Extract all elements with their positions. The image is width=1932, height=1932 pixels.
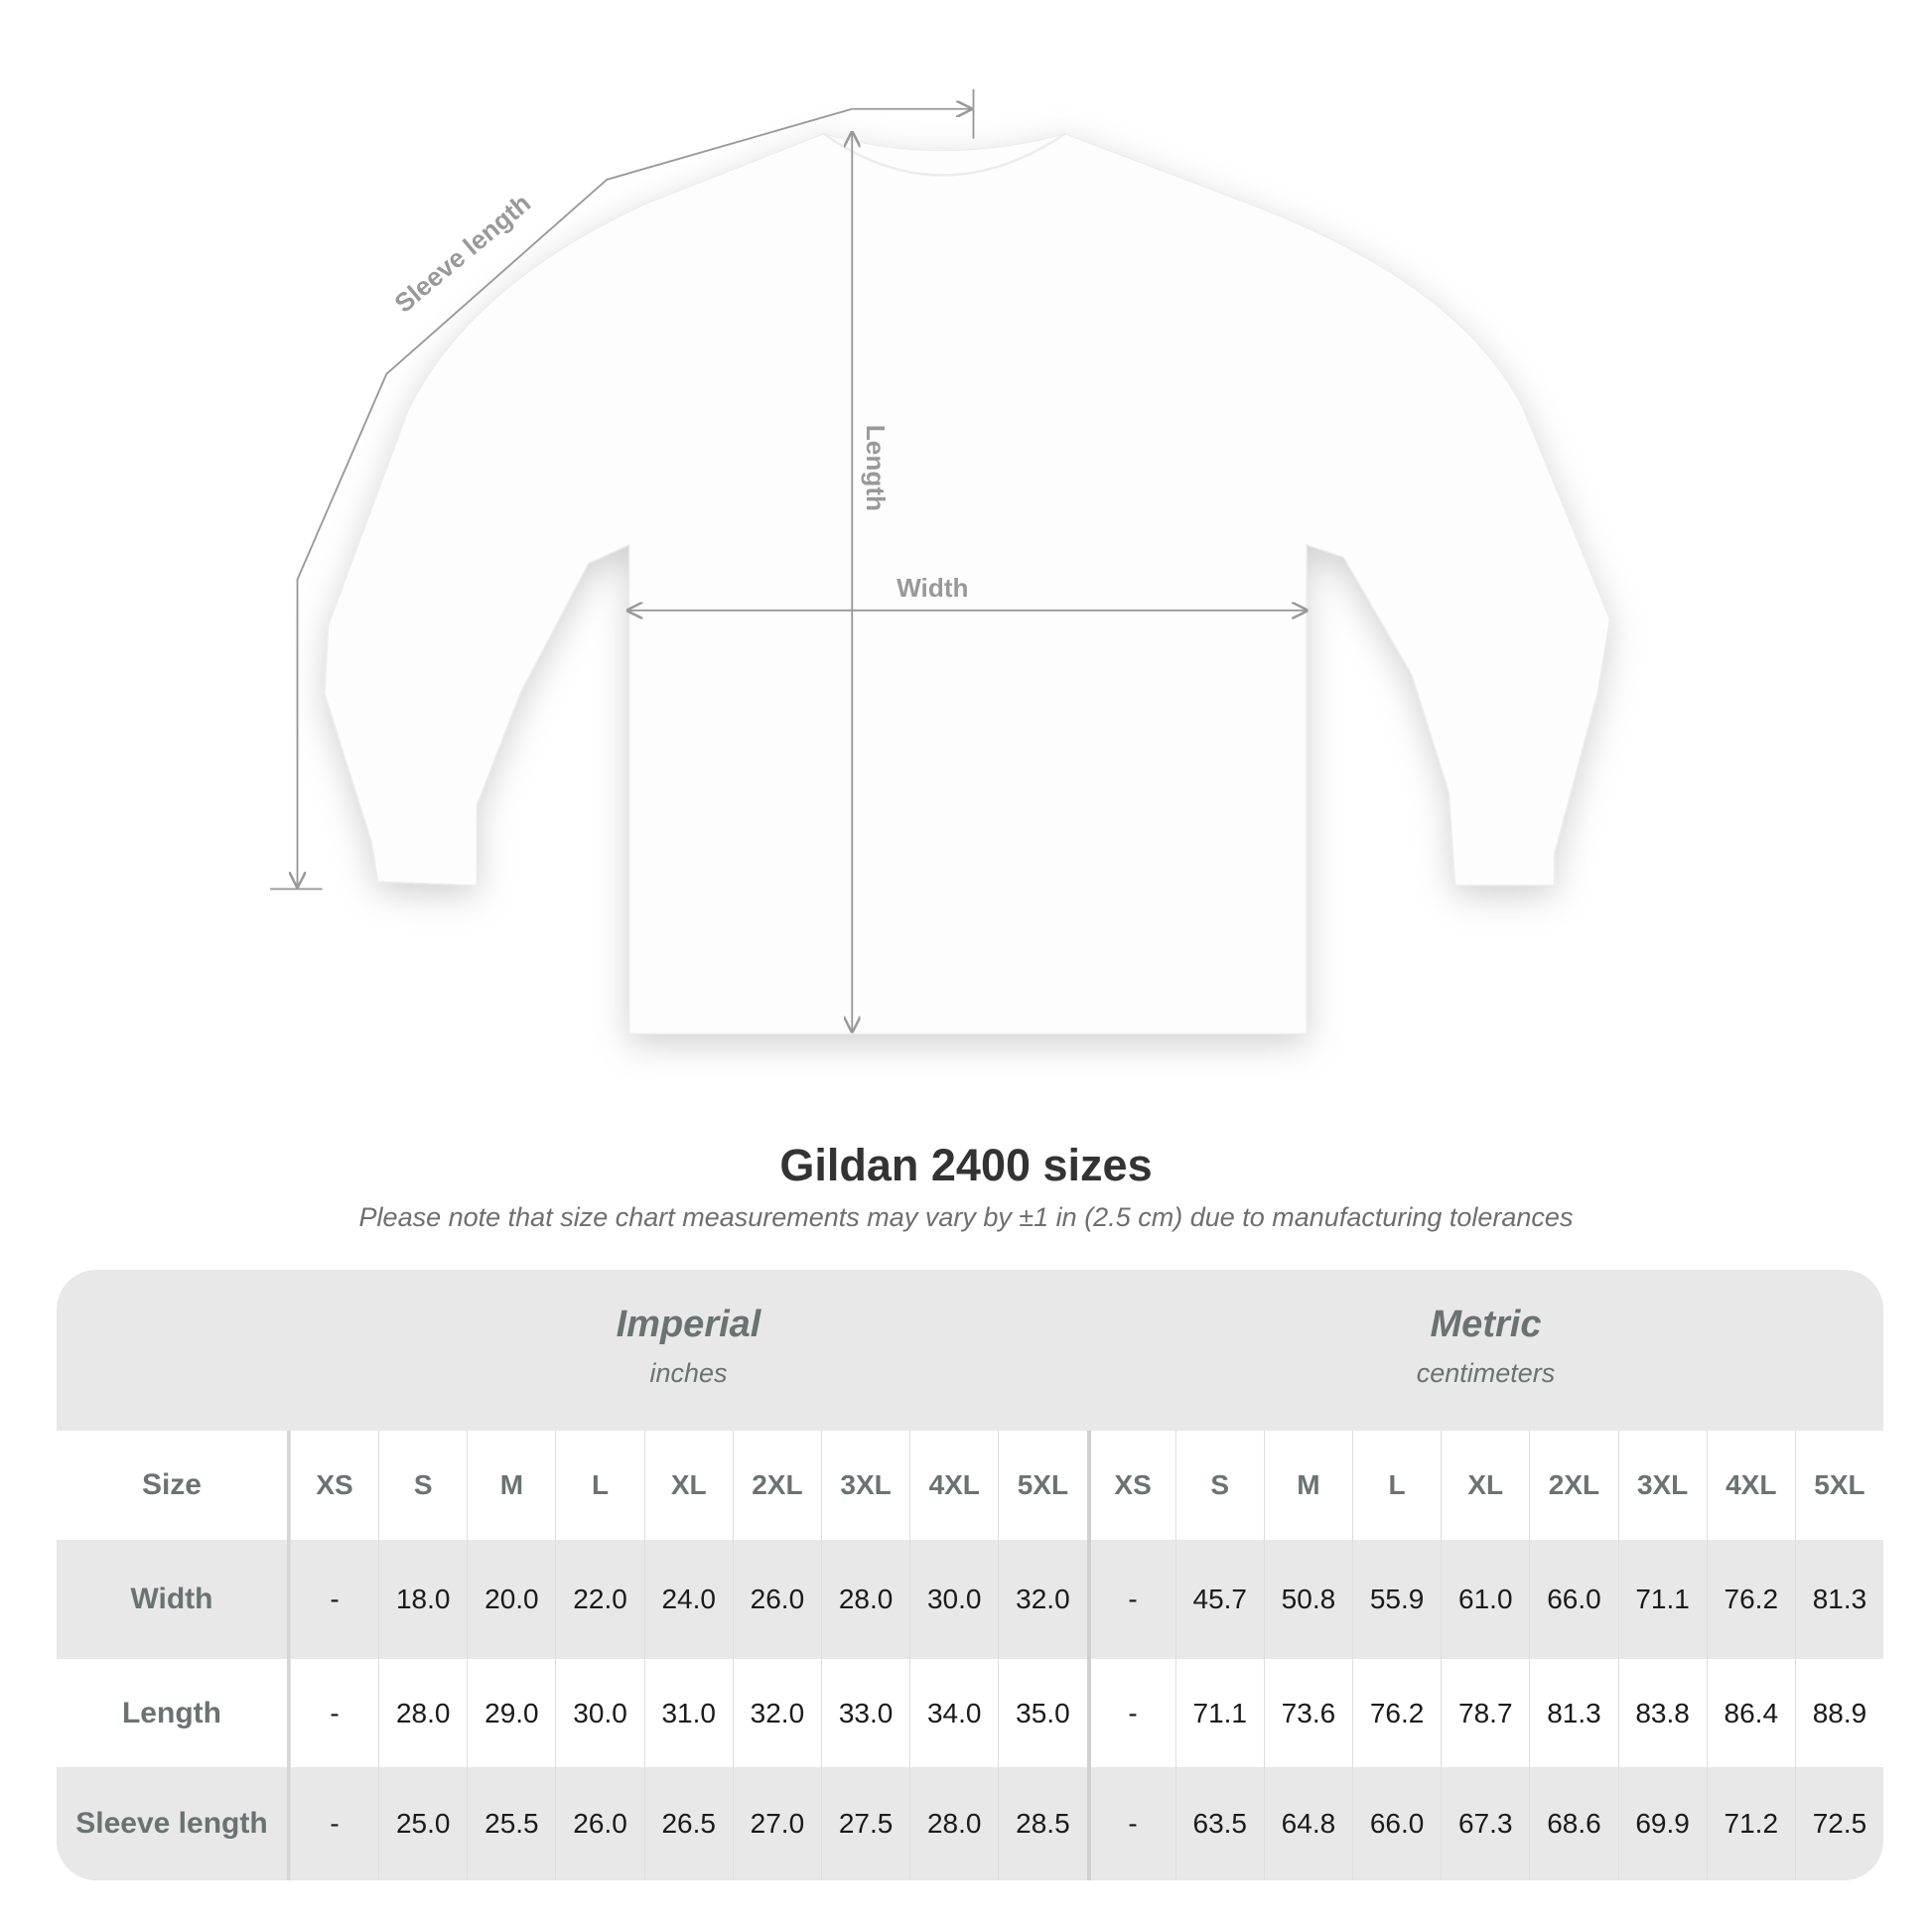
imperial-value-cell: 24.0 xyxy=(643,1540,733,1659)
tolerance-note: Please note that size chart measurements… xyxy=(358,1202,1574,1232)
metric-value-cell: 73.6 xyxy=(1263,1659,1352,1767)
sleeve-length-line xyxy=(298,107,853,887)
metric-value-cell: 45.7 xyxy=(1174,1540,1264,1659)
imperial-unit: inches xyxy=(649,1358,728,1388)
metric-value-cell: 55.9 xyxy=(1352,1540,1441,1659)
width-label: Width xyxy=(897,573,968,603)
imperial-value-cell: 25.5 xyxy=(467,1767,555,1880)
imperial-size-header: 3XL xyxy=(820,1431,909,1540)
row-label: Sleeve length xyxy=(57,1767,290,1880)
metric-value-cell: 76.2 xyxy=(1352,1659,1441,1767)
metric-value-cell: 66.0 xyxy=(1352,1767,1441,1880)
metric-value-cell: 71.1 xyxy=(1174,1659,1264,1767)
imperial-size-header: 5XL xyxy=(998,1431,1086,1540)
imperial-value-cell: 32.0 xyxy=(732,1659,821,1767)
imperial-value-cell: - xyxy=(289,1767,378,1880)
imperial-value-cell: 25.0 xyxy=(378,1767,467,1880)
imperial-value-cell: - xyxy=(289,1540,378,1659)
metric-value-cell: 64.8 xyxy=(1263,1767,1352,1880)
imperial-value-cell: 26.0 xyxy=(732,1540,821,1659)
table-row: Length -28.0 29.0 30.0 31.0 32.0 33.0 34.0 35.0-… xyxy=(57,1659,1883,1767)
imperial-value-cell: 35.0 xyxy=(998,1659,1086,1767)
imperial-size-header: XL xyxy=(643,1431,733,1540)
imperial-value-cell: 28.5 xyxy=(998,1767,1086,1880)
metric-size-header: M xyxy=(1263,1431,1352,1540)
metric-value-cell: 78.7 xyxy=(1441,1659,1529,1767)
metric-value-cell: - xyxy=(1086,1767,1175,1880)
metric-value-cell: 88.9 xyxy=(1794,1659,1883,1767)
metric-value-cell: 61.0 xyxy=(1441,1540,1529,1659)
imperial-value-cell: 31.0 xyxy=(643,1659,733,1767)
metric-value-cell: 66.0 xyxy=(1529,1540,1617,1659)
imperial-size-header: XS xyxy=(289,1431,378,1540)
imperial-header: Imperial inches xyxy=(290,1270,1087,1431)
metric-value-cell: 71.2 xyxy=(1706,1767,1795,1880)
metric-value-cell: - xyxy=(1086,1540,1175,1659)
metric-size-header: XS xyxy=(1086,1431,1175,1540)
imperial-value-cell: 28.0 xyxy=(909,1767,998,1880)
imperial-value-cell: 28.0 xyxy=(378,1659,467,1767)
imperial-value-cell: 20.0 xyxy=(467,1540,555,1659)
shirt-diagram: Sleeve length Length Width xyxy=(270,88,1611,1035)
metric-size-header: 5XL xyxy=(1794,1431,1883,1540)
metric-size-header: S xyxy=(1174,1431,1264,1540)
length-label: Length xyxy=(861,425,891,511)
size-row-label: Size xyxy=(57,1431,290,1540)
imperial-value-cell: 18.0 xyxy=(378,1540,467,1659)
metric-size-header: L xyxy=(1352,1431,1441,1540)
metric-size-header: 3XL xyxy=(1617,1431,1707,1540)
metric-value-cell: - xyxy=(1086,1659,1175,1767)
imperial-size-header: M xyxy=(467,1431,555,1540)
metric-header: Metric centimeters xyxy=(1087,1270,1883,1431)
imperial-value-cell: 22.0 xyxy=(555,1540,643,1659)
page-title: Gildan 2400 sizes xyxy=(779,1140,1153,1190)
metric-value-cell: 83.8 xyxy=(1617,1659,1707,1767)
metric-value-cell: 68.6 xyxy=(1529,1767,1617,1880)
imperial-value-cell: 26.5 xyxy=(643,1767,733,1880)
imperial-value-cell: 29.0 xyxy=(467,1659,555,1767)
metric-size-header: 4XL xyxy=(1706,1431,1795,1540)
imperial-value-cell: 34.0 xyxy=(909,1659,998,1767)
metric-value-cell: 71.1 xyxy=(1617,1540,1707,1659)
metric-value-cell: 50.8 xyxy=(1263,1540,1352,1659)
table-row: Width -18.0 20.0 22.0 24.0 26.0 28.0 30.0 32.0-4… xyxy=(57,1540,1883,1659)
imperial-value-cell: 32.0 xyxy=(998,1540,1086,1659)
imperial-value-cell: 27.0 xyxy=(732,1767,821,1880)
imperial-value-cell: 33.0 xyxy=(820,1659,909,1767)
table-row: Sleeve length -25.0 25.5 26.0 26.5 27.0 27.5 28… xyxy=(57,1767,1883,1880)
imperial-value-cell: 26.0 xyxy=(555,1767,643,1880)
metric-size-header: 2XL xyxy=(1529,1431,1617,1540)
metric-value-cell: 63.5 xyxy=(1174,1767,1264,1880)
metric-value-cell: 81.3 xyxy=(1794,1540,1883,1659)
imperial-value-cell: 30.0 xyxy=(909,1540,998,1659)
size-table: Imperial inches Metric centimeters Size X… xyxy=(57,1270,1883,1880)
row-label: Length xyxy=(57,1659,290,1767)
imperial-size-header: 4XL xyxy=(909,1431,998,1540)
metric-value-cell: 81.3 xyxy=(1529,1659,1617,1767)
metric-value-cell: 76.2 xyxy=(1706,1540,1795,1659)
size-header-row: Size XS S M L XL 2XL 3XL 4XL 5XL XS S M L XL 2XL 3XL 4XL 5… xyxy=(57,1431,1883,1540)
metric-value-cell: 86.4 xyxy=(1706,1659,1795,1767)
metric-value-cell: 67.3 xyxy=(1441,1767,1529,1880)
imperial-size-header: L xyxy=(555,1431,643,1540)
metric-label: Metric xyxy=(1430,1304,1542,1345)
metric-value-cell: 72.5 xyxy=(1794,1767,1883,1880)
size-grid: Size XS S M L XL 2XL 3XL 4XL 5XL XS S M L XL 2XL 3XL 4XL 5… xyxy=(57,1431,1883,1880)
imperial-value-cell: 30.0 xyxy=(555,1659,643,1767)
shirt-shape xyxy=(324,133,1611,1035)
metric-size-header: XL xyxy=(1441,1431,1529,1540)
imperial-value-cell: 27.5 xyxy=(820,1767,909,1880)
imperial-value-cell: - xyxy=(289,1659,378,1767)
imperial-label: Imperial xyxy=(616,1304,761,1345)
imperial-value-cell: 28.0 xyxy=(820,1540,909,1659)
metric-value-cell: 69.9 xyxy=(1617,1767,1707,1880)
imperial-size-header: 2XL xyxy=(732,1431,821,1540)
row-label: Width xyxy=(57,1540,290,1659)
imperial-size-header: S xyxy=(378,1431,467,1540)
metric-unit: centimeters xyxy=(1416,1358,1556,1388)
